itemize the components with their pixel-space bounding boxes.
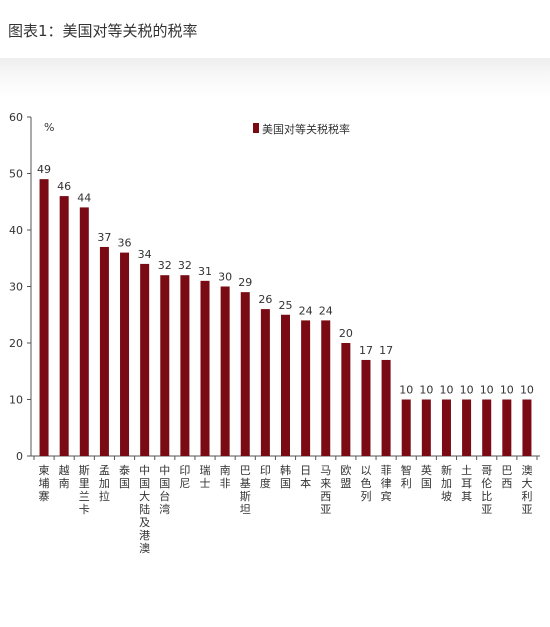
bar-value-label: 10 bbox=[460, 384, 474, 397]
bar-value-label: 10 bbox=[419, 384, 433, 397]
bar-value-label: 30 bbox=[218, 271, 232, 284]
bar-value-label: 20 bbox=[339, 327, 353, 340]
bar-value-label: 10 bbox=[439, 384, 453, 397]
bar bbox=[301, 320, 311, 456]
bar bbox=[160, 275, 170, 456]
bar bbox=[120, 252, 130, 456]
bar-value-label: 10 bbox=[399, 384, 413, 397]
category-label: 南非 bbox=[220, 464, 231, 490]
bar bbox=[482, 399, 492, 456]
category-label: 韩国 bbox=[280, 463, 291, 490]
category-label: 澳大利亚 bbox=[521, 464, 532, 516]
category-label: 越南 bbox=[59, 463, 70, 490]
bar-value-label: 32 bbox=[178, 259, 192, 272]
category-label: 菲律宾 bbox=[381, 464, 392, 503]
category-label: 斯里兰卡 bbox=[79, 464, 90, 516]
y-tick-label: 40 bbox=[9, 224, 23, 237]
bar bbox=[522, 399, 532, 456]
bar bbox=[180, 275, 190, 456]
bar bbox=[361, 359, 371, 456]
bar-value-label: 10 bbox=[480, 384, 494, 397]
category-label: 新加坡 bbox=[441, 463, 452, 503]
bar-value-label: 26 bbox=[258, 293, 272, 306]
chart-value-labels: 49 46 44 37 36 34 32 32 31 30 29 26 25 24 24 20 17 17 10 10… bbox=[37, 163, 534, 396]
legend-label: 美国对等关税税率 bbox=[262, 122, 350, 136]
bar-value-label: 34 bbox=[138, 248, 152, 261]
y-tick-label: 10 bbox=[9, 394, 23, 407]
category-label: 日本 bbox=[300, 464, 311, 490]
bar-value-label: 49 bbox=[37, 163, 51, 176]
bar-value-label: 36 bbox=[118, 237, 132, 250]
y-tick-label: 0 bbox=[16, 450, 23, 463]
y-tick-label: 20 bbox=[9, 337, 23, 350]
header-divider-shade bbox=[0, 58, 550, 98]
bar-value-label: 24 bbox=[299, 304, 313, 317]
y-axis-unit: % bbox=[44, 121, 54, 134]
figure-title: 图表1：美国对等关税的税率 bbox=[8, 22, 198, 40]
bar-value-label: 29 bbox=[238, 276, 252, 289]
bar-value-label: 10 bbox=[520, 384, 534, 397]
bar-value-label: 37 bbox=[97, 231, 111, 244]
bar-value-label: 46 bbox=[57, 180, 71, 193]
chart-bars bbox=[39, 179, 532, 456]
bar bbox=[39, 179, 49, 456]
bar-value-label: 32 bbox=[158, 259, 172, 272]
bar bbox=[441, 399, 451, 456]
category-label: 柬埔寨 bbox=[39, 464, 50, 503]
category-label: 马来西亚 bbox=[320, 464, 331, 516]
category-label: 土耳其 bbox=[461, 464, 472, 503]
category-label: 中国大陆及港澳 bbox=[139, 464, 150, 555]
bar-value-label: 17 bbox=[379, 344, 393, 357]
bar bbox=[99, 246, 109, 456]
bar bbox=[321, 320, 331, 456]
bar-value-label: 10 bbox=[500, 384, 514, 397]
chart-category-labels: 柬埔寨越南斯里兰卡孟加拉泰国中国大陆及港澳中国台湾印尼瑞士南非巴基斯坦印度韩国日… bbox=[39, 463, 533, 555]
bar bbox=[381, 359, 391, 456]
bar bbox=[421, 399, 431, 456]
y-tick-label: 50 bbox=[9, 168, 23, 181]
chart-container: 0 10 20 30 40 50 60% 49 46 44 37 36 34 32 32 31 30 29 26 2… bbox=[0, 98, 550, 623]
y-tick-label: 30 bbox=[9, 281, 23, 294]
category-label: 孟加拉 bbox=[99, 464, 110, 503]
bar-chart: 0 10 20 30 40 50 60% 49 46 44 37 36 34 32 32 31 30 29 26 2… bbox=[9, 111, 540, 555]
chart-axes: 0 10 20 30 40 50 60% bbox=[9, 111, 540, 463]
bar bbox=[401, 399, 411, 456]
category-label: 瑞士 bbox=[200, 463, 211, 490]
bar bbox=[260, 309, 270, 456]
y-tick-label: 60 bbox=[9, 111, 23, 124]
bar bbox=[281, 314, 290, 456]
bar bbox=[462, 399, 472, 456]
category-label: 巴西 bbox=[501, 464, 512, 490]
category-label: 印尼 bbox=[179, 464, 190, 490]
category-label: 以色列 bbox=[360, 464, 371, 503]
bar-value-label: 31 bbox=[198, 265, 212, 278]
category-label: 哥伦比亚 bbox=[481, 464, 492, 516]
bar bbox=[79, 207, 89, 456]
bar bbox=[502, 399, 512, 456]
bar bbox=[200, 280, 210, 456]
bar-value-label: 24 bbox=[319, 304, 333, 317]
bar-value-label: 44 bbox=[77, 191, 91, 204]
chart-legend: 美国对等关税税率 bbox=[253, 122, 350, 136]
bar bbox=[140, 263, 150, 456]
category-label: 泰国 bbox=[119, 463, 130, 490]
category-label: 巴基斯坦 bbox=[240, 464, 251, 516]
bar bbox=[341, 343, 351, 456]
category-label: 印度 bbox=[260, 464, 271, 490]
category-label: 欧盟 bbox=[340, 464, 351, 490]
category-label: 英国 bbox=[421, 463, 432, 490]
bar-value-label: 25 bbox=[279, 299, 293, 312]
category-label: 中国台湾 bbox=[159, 464, 170, 516]
legend-swatch bbox=[253, 123, 259, 133]
category-label: 智利 bbox=[401, 463, 412, 490]
bar-value-label: 17 bbox=[359, 344, 373, 357]
bar bbox=[220, 286, 230, 456]
bar bbox=[240, 292, 250, 456]
bar bbox=[59, 196, 69, 456]
